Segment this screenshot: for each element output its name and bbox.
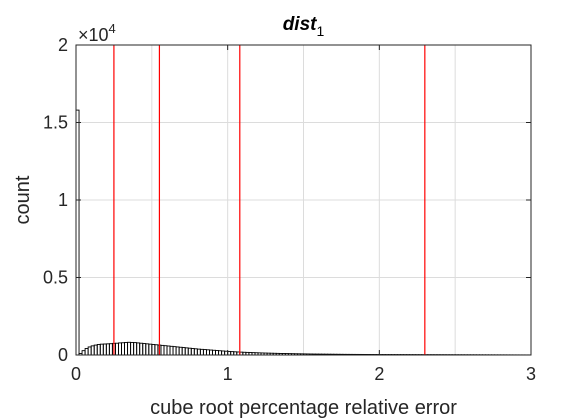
chart-title-subscript: 1: [316, 23, 324, 39]
histogram-bar: [199, 348, 204, 356]
histogram-bar: [81, 350, 86, 356]
histogram-bar: [230, 351, 235, 356]
y-tick-label: 0.5: [43, 268, 68, 288]
histogram-bar: [212, 349, 216, 356]
histogram-bar: [190, 348, 195, 356]
histogram-bar: [102, 343, 107, 356]
histogram-bar: [196, 348, 201, 356]
y-tick-label: 1.5: [43, 113, 68, 133]
x-axis-label: cube root percentage relative error: [150, 397, 457, 419]
histogram-bar: [121, 342, 125, 356]
histogram-bar: [160, 344, 165, 356]
histogram-bar: [181, 347, 186, 356]
histogram-bar: [178, 346, 183, 356]
histogram-bar: [169, 345, 174, 356]
histogram-bar: [175, 346, 180, 356]
x-tick-label: 0: [71, 364, 81, 384]
histogram-bar: [205, 349, 210, 356]
histogram-bar: [218, 350, 223, 356]
histogram-bar: [105, 343, 110, 356]
histogram-bar: [172, 346, 177, 356]
histogram-bar: [108, 343, 113, 356]
y-tick-label: 2: [58, 35, 68, 55]
histogram-bar: [221, 350, 226, 356]
histogram-bar: [90, 345, 95, 356]
y-tick-label: 0: [58, 345, 68, 365]
histogram-bar: [163, 345, 168, 356]
y-axis-label: count: [12, 175, 34, 224]
histogram-bar: [215, 350, 220, 356]
histogram-bar: [87, 346, 92, 356]
chart-title-main: dist: [283, 14, 317, 35]
grid-layer: [76, 45, 531, 355]
histogram-bar: [96, 344, 101, 356]
histogram-bar: [99, 343, 104, 356]
x-tick-label: 1: [223, 364, 233, 384]
histogram-bar: [139, 342, 144, 356]
histogram-bar: [114, 342, 119, 356]
y-tick-label: 1: [58, 190, 68, 210]
histogram-bar: [124, 341, 129, 356]
chart-title: dist1: [283, 14, 325, 39]
histogram-bar: [142, 343, 147, 356]
histogram-bar: [193, 348, 198, 356]
y-exponent-label: ×104: [78, 21, 116, 45]
histogram-bar: [154, 344, 159, 356]
histogram-bar: [84, 348, 89, 356]
histogram-bar: [209, 349, 213, 356]
histogram-bar: [127, 341, 132, 356]
histogram-bar: [133, 342, 138, 356]
x-tick-label: 2: [374, 364, 384, 384]
histogram-bar: [93, 344, 98, 356]
histogram-bar: [118, 342, 122, 356]
histogram-bar: [136, 342, 141, 356]
histogram-bar: [130, 341, 135, 356]
histogram-bar: [184, 347, 189, 356]
histogram-bar: [202, 349, 207, 356]
histogram-bar: [166, 345, 171, 356]
histogram-bar: [187, 347, 192, 356]
x-tick-labels: 0 1 2 3: [71, 45, 536, 384]
x-tick-label: 3: [526, 364, 536, 384]
red-vertical-lines: [113, 45, 426, 355]
y-tick-labels: 0 0.5 1 1.5 2: [43, 35, 531, 365]
histogram-bar: [145, 343, 150, 356]
